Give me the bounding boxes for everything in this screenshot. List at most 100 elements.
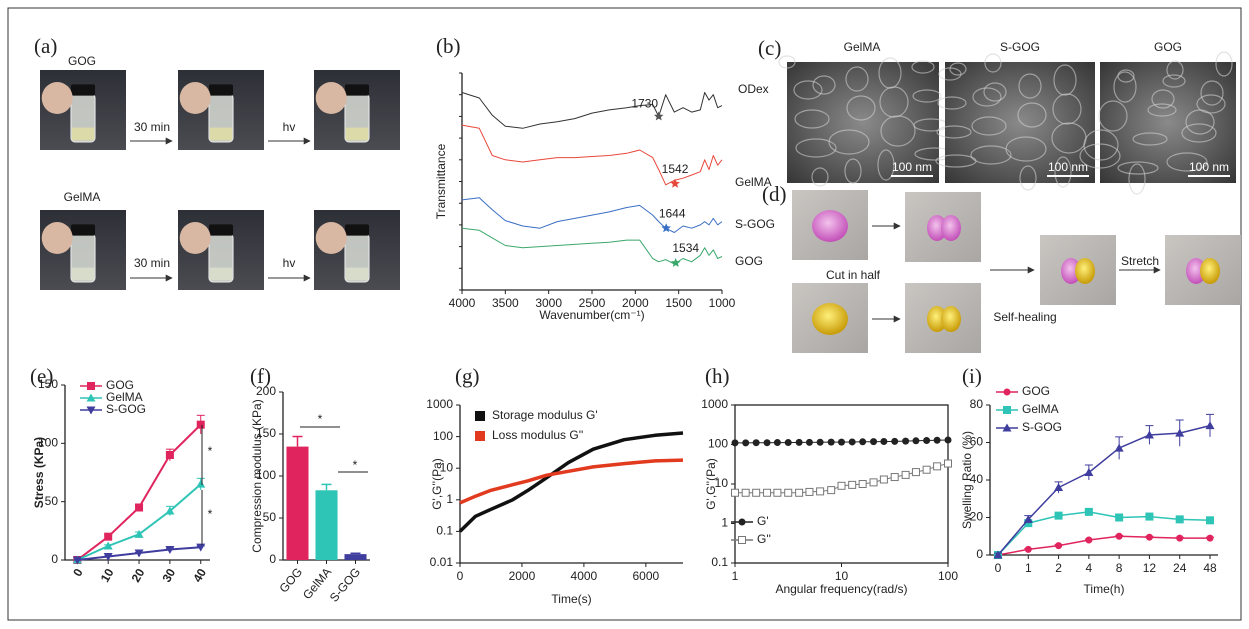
x-tick-label: 0 <box>457 569 464 583</box>
series-line <box>77 425 200 560</box>
bar <box>344 554 366 560</box>
x-tick-label: 4000 <box>449 296 476 310</box>
step-label: 30 min <box>134 256 170 270</box>
marker <box>870 479 877 486</box>
x-tick-label: 20 <box>129 566 148 585</box>
x-tick-label: 2 <box>1055 561 1062 575</box>
marker <box>1146 534 1153 541</box>
x-axis-label: Angular frequency(rad/s) <box>775 582 907 596</box>
peak-label: 1644 <box>659 206 686 220</box>
marker <box>870 438 877 445</box>
series-label: ODex <box>738 82 769 96</box>
y-axis-label: Swelling Ratio (%) <box>960 431 974 529</box>
step-label: hv <box>283 256 296 270</box>
fingers <box>42 222 73 254</box>
marker <box>912 469 919 476</box>
panel-label: (b) <box>436 34 461 58</box>
marker <box>859 481 866 488</box>
y-tick-label: 0 <box>51 552 58 566</box>
marker <box>742 489 749 496</box>
marker <box>1085 537 1092 544</box>
liquid <box>346 268 368 281</box>
x-tick-label: 1500 <box>665 296 692 310</box>
series-line <box>462 93 722 129</box>
x-axis-label: Time(h) <box>1084 582 1125 596</box>
marker <box>753 439 760 446</box>
y-tick-label: 1000 <box>426 397 453 411</box>
y-tick-label: 50 <box>45 494 59 508</box>
x-tick-label: 1 <box>732 569 739 583</box>
peak-marker <box>661 223 671 232</box>
step-label: Cut in half <box>826 268 881 282</box>
legend-marker <box>739 519 746 526</box>
marker <box>891 438 898 445</box>
peak-marker <box>671 258 681 267</box>
marker <box>796 439 803 446</box>
marker <box>785 439 792 446</box>
marker <box>1115 444 1124 452</box>
legend-label: GelMA <box>1022 402 1059 416</box>
scale-bar-label: 100 nm <box>1048 160 1088 174</box>
marker <box>764 439 771 446</box>
vial-cap <box>209 224 233 235</box>
marker <box>945 460 952 467</box>
step-label: 30 min <box>134 120 170 134</box>
y-tick-label: 200 <box>256 384 276 398</box>
series-line <box>460 433 683 531</box>
y-axis-label: Compression modulus (KPa) <box>250 399 264 552</box>
marker <box>1054 483 1063 491</box>
marker <box>838 439 845 446</box>
marker <box>880 438 887 445</box>
series-label: GOG <box>735 254 763 268</box>
scale-bar-label: 100 nm <box>1189 160 1229 174</box>
hydrogel <box>812 210 848 242</box>
panel-label: (i) <box>962 364 982 388</box>
y-tick-label: 100 <box>433 429 453 443</box>
significance-label: * <box>208 444 213 458</box>
marker <box>912 437 919 444</box>
marker <box>849 438 856 445</box>
sem-title: GOG <box>1154 40 1182 54</box>
bar <box>315 490 337 560</box>
x-tick-label: 4 <box>1086 561 1093 575</box>
legend-label: Storage modulus G' <box>492 408 598 422</box>
marker <box>849 481 856 488</box>
hydrogel <box>1075 258 1095 284</box>
legend-marker <box>475 431 485 441</box>
figure: (a) (b) (c) (d) (e) (f) (g) (h) (i) GOG … <box>0 0 1249 629</box>
x-tick-label: 0 <box>995 561 1002 575</box>
y-tick-label: 80 <box>970 397 984 411</box>
x-tick-label: 10 <box>98 566 117 585</box>
y-tick-label: 50 <box>263 510 277 524</box>
bar <box>286 447 308 560</box>
scale-bar-label: 100 nm <box>892 160 932 174</box>
x-axis-label: Wavenumber(cm⁻¹) <box>539 308 644 322</box>
marker <box>1116 514 1123 521</box>
sem-title: S-GOG <box>1000 40 1040 54</box>
x-tick-label: 1000 <box>709 296 736 310</box>
y-axis-label: Transmittance <box>434 143 448 219</box>
marker <box>1207 517 1214 524</box>
x-tick-label: 48 <box>1203 561 1217 575</box>
marker <box>764 489 771 496</box>
marker <box>732 439 739 446</box>
marker <box>732 489 739 496</box>
row-label: GOG <box>68 54 96 68</box>
step-label: Self-healing <box>993 310 1056 324</box>
marker <box>1176 516 1183 523</box>
liquid <box>72 128 94 141</box>
x-tick-label: 4000 <box>571 569 598 583</box>
liquid <box>72 268 94 281</box>
x-tick-label: 10 <box>835 569 849 583</box>
y-tick-label: 0.01 <box>430 555 454 569</box>
fingers <box>316 222 347 254</box>
vial-cap <box>209 84 233 95</box>
x-axis-label: Time(s) <box>551 592 591 606</box>
marker <box>785 489 792 496</box>
panel-label: (h) <box>705 364 730 388</box>
marker <box>838 482 845 489</box>
significance-label: * <box>318 412 323 426</box>
significance-label: * <box>353 458 358 472</box>
y-tick-label: 0.1 <box>436 524 453 538</box>
x-tick-label: 30 <box>159 566 178 585</box>
